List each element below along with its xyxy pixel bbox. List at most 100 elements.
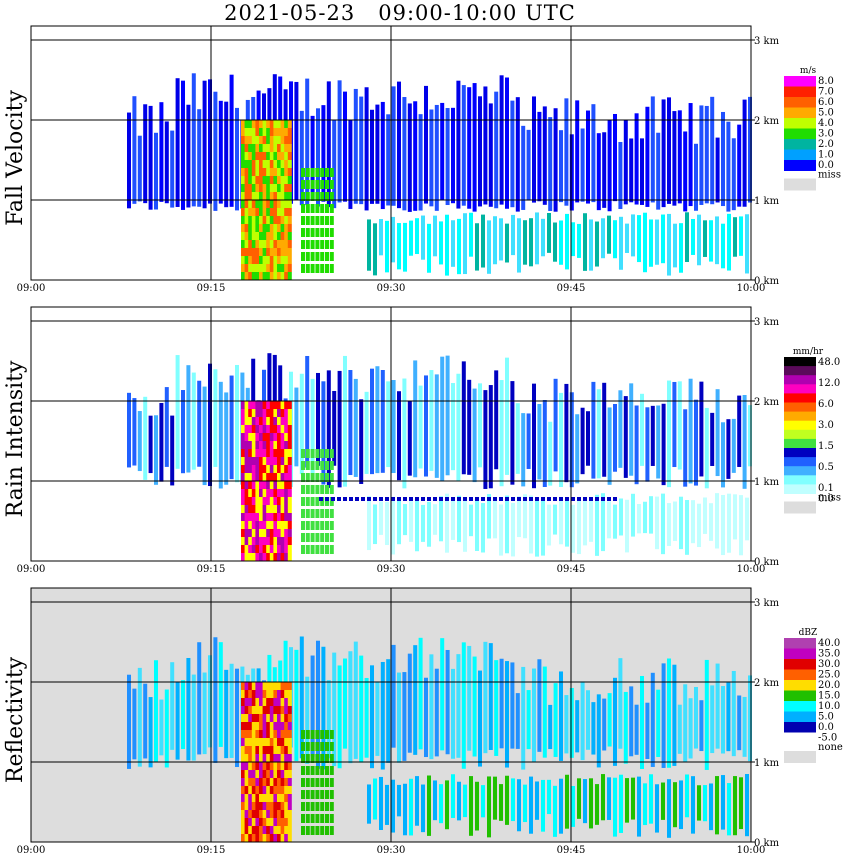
echo-cell — [287, 184, 292, 192]
echo-cell — [255, 176, 260, 184]
echo-cell — [255, 240, 260, 248]
echo-cell — [273, 272, 278, 280]
echo-cell — [287, 682, 292, 690]
echo-cell — [715, 663, 720, 749]
echo-cell — [224, 392, 229, 485]
echo-cell — [280, 698, 285, 706]
echo-cell — [337, 80, 342, 203]
echo-cell — [488, 385, 493, 489]
echo-cell — [418, 385, 423, 469]
echo-cell — [613, 677, 617, 766]
echo-cell — [259, 497, 263, 505]
echo-cell — [577, 778, 581, 819]
echo-cell — [704, 407, 709, 489]
echo-cell — [445, 649, 450, 755]
echo-cell — [277, 144, 281, 152]
echo-cell — [463, 213, 467, 275]
echo-cell — [559, 671, 563, 761]
echo-cell — [259, 481, 263, 489]
echo-cell — [280, 433, 285, 441]
echo-cell — [269, 834, 274, 842]
echo-cell — [262, 730, 267, 738]
echo-cell — [273, 746, 278, 754]
echo-cell — [277, 730, 281, 738]
echo-cell — [623, 691, 628, 764]
echo-cell — [510, 381, 515, 485]
echo-cell — [353, 641, 358, 759]
echo-cell — [591, 104, 596, 203]
echo-cell — [284, 401, 289, 409]
echo-cell — [320, 742, 325, 751]
echo-cell — [202, 80, 207, 209]
echo-cell — [244, 449, 249, 457]
echo-cell — [475, 223, 479, 271]
echo-cell — [326, 370, 331, 488]
echo-cell — [259, 425, 263, 433]
echo-cell — [483, 641, 488, 754]
echo-cell — [248, 786, 253, 794]
echo-cell — [284, 529, 289, 537]
echo-cell — [380, 101, 385, 210]
echo-cell — [287, 264, 292, 272]
echo-cell — [248, 240, 253, 248]
echo-cell — [439, 496, 443, 542]
echo-cell — [277, 786, 281, 794]
echo-cell — [287, 778, 292, 786]
echo-cell — [521, 666, 526, 770]
echo-cell — [284, 778, 289, 786]
echo-cell — [699, 700, 704, 752]
echo-cell — [325, 497, 329, 506]
echo-cell — [255, 730, 260, 738]
echo-cell — [407, 653, 412, 753]
echo-cell — [255, 794, 260, 802]
echo-cell — [287, 401, 292, 409]
echo-cell — [280, 682, 285, 690]
echo-cell — [277, 208, 281, 216]
echo-cell — [532, 668, 536, 762]
echo-cell — [277, 513, 281, 521]
echo-cell — [241, 706, 245, 714]
echo-cell — [251, 521, 256, 529]
echo-cell — [280, 545, 285, 553]
echo-cell — [305, 228, 310, 237]
echo-cell — [505, 775, 509, 825]
echo-cell — [259, 786, 263, 794]
echo-cell — [244, 794, 249, 802]
echo-cell — [709, 220, 713, 262]
echo-cell — [259, 441, 263, 449]
colorbar-swatch — [784, 429, 816, 440]
echo-cell — [325, 180, 329, 189]
echo-cell — [643, 783, 647, 826]
echo-cell — [315, 826, 320, 835]
echo-cell — [255, 770, 260, 778]
echo-cell — [277, 770, 281, 778]
colorbar-swatch — [784, 97, 816, 108]
echo-cell — [277, 714, 281, 722]
echo-cell — [244, 505, 249, 513]
echo-cell — [577, 497, 581, 501]
echo-cell — [329, 168, 334, 177]
echo-cell — [255, 473, 260, 481]
echo-cell — [248, 690, 253, 698]
echo-cell — [244, 762, 249, 770]
echo-cell — [505, 357, 509, 475]
echo-cell — [266, 545, 271, 553]
echo-cell — [301, 204, 305, 213]
echo-cell — [301, 240, 305, 249]
echo-cell — [241, 128, 245, 136]
echo-cell — [359, 96, 364, 205]
echo-cell — [266, 802, 271, 810]
echo-cell — [277, 433, 281, 441]
echo-cell — [325, 730, 329, 739]
echo-cell — [645, 407, 650, 482]
echo-cell — [463, 784, 467, 818]
echo-cell — [481, 214, 485, 268]
echo-cell — [709, 503, 713, 541]
echo-cell — [241, 449, 245, 457]
echo-cell — [284, 722, 289, 730]
echo-cell — [251, 762, 256, 770]
y-tick-label: 0 km — [754, 276, 780, 287]
echo-cell — [259, 224, 263, 232]
echo-cell — [287, 409, 292, 417]
echo-cell — [457, 218, 461, 275]
